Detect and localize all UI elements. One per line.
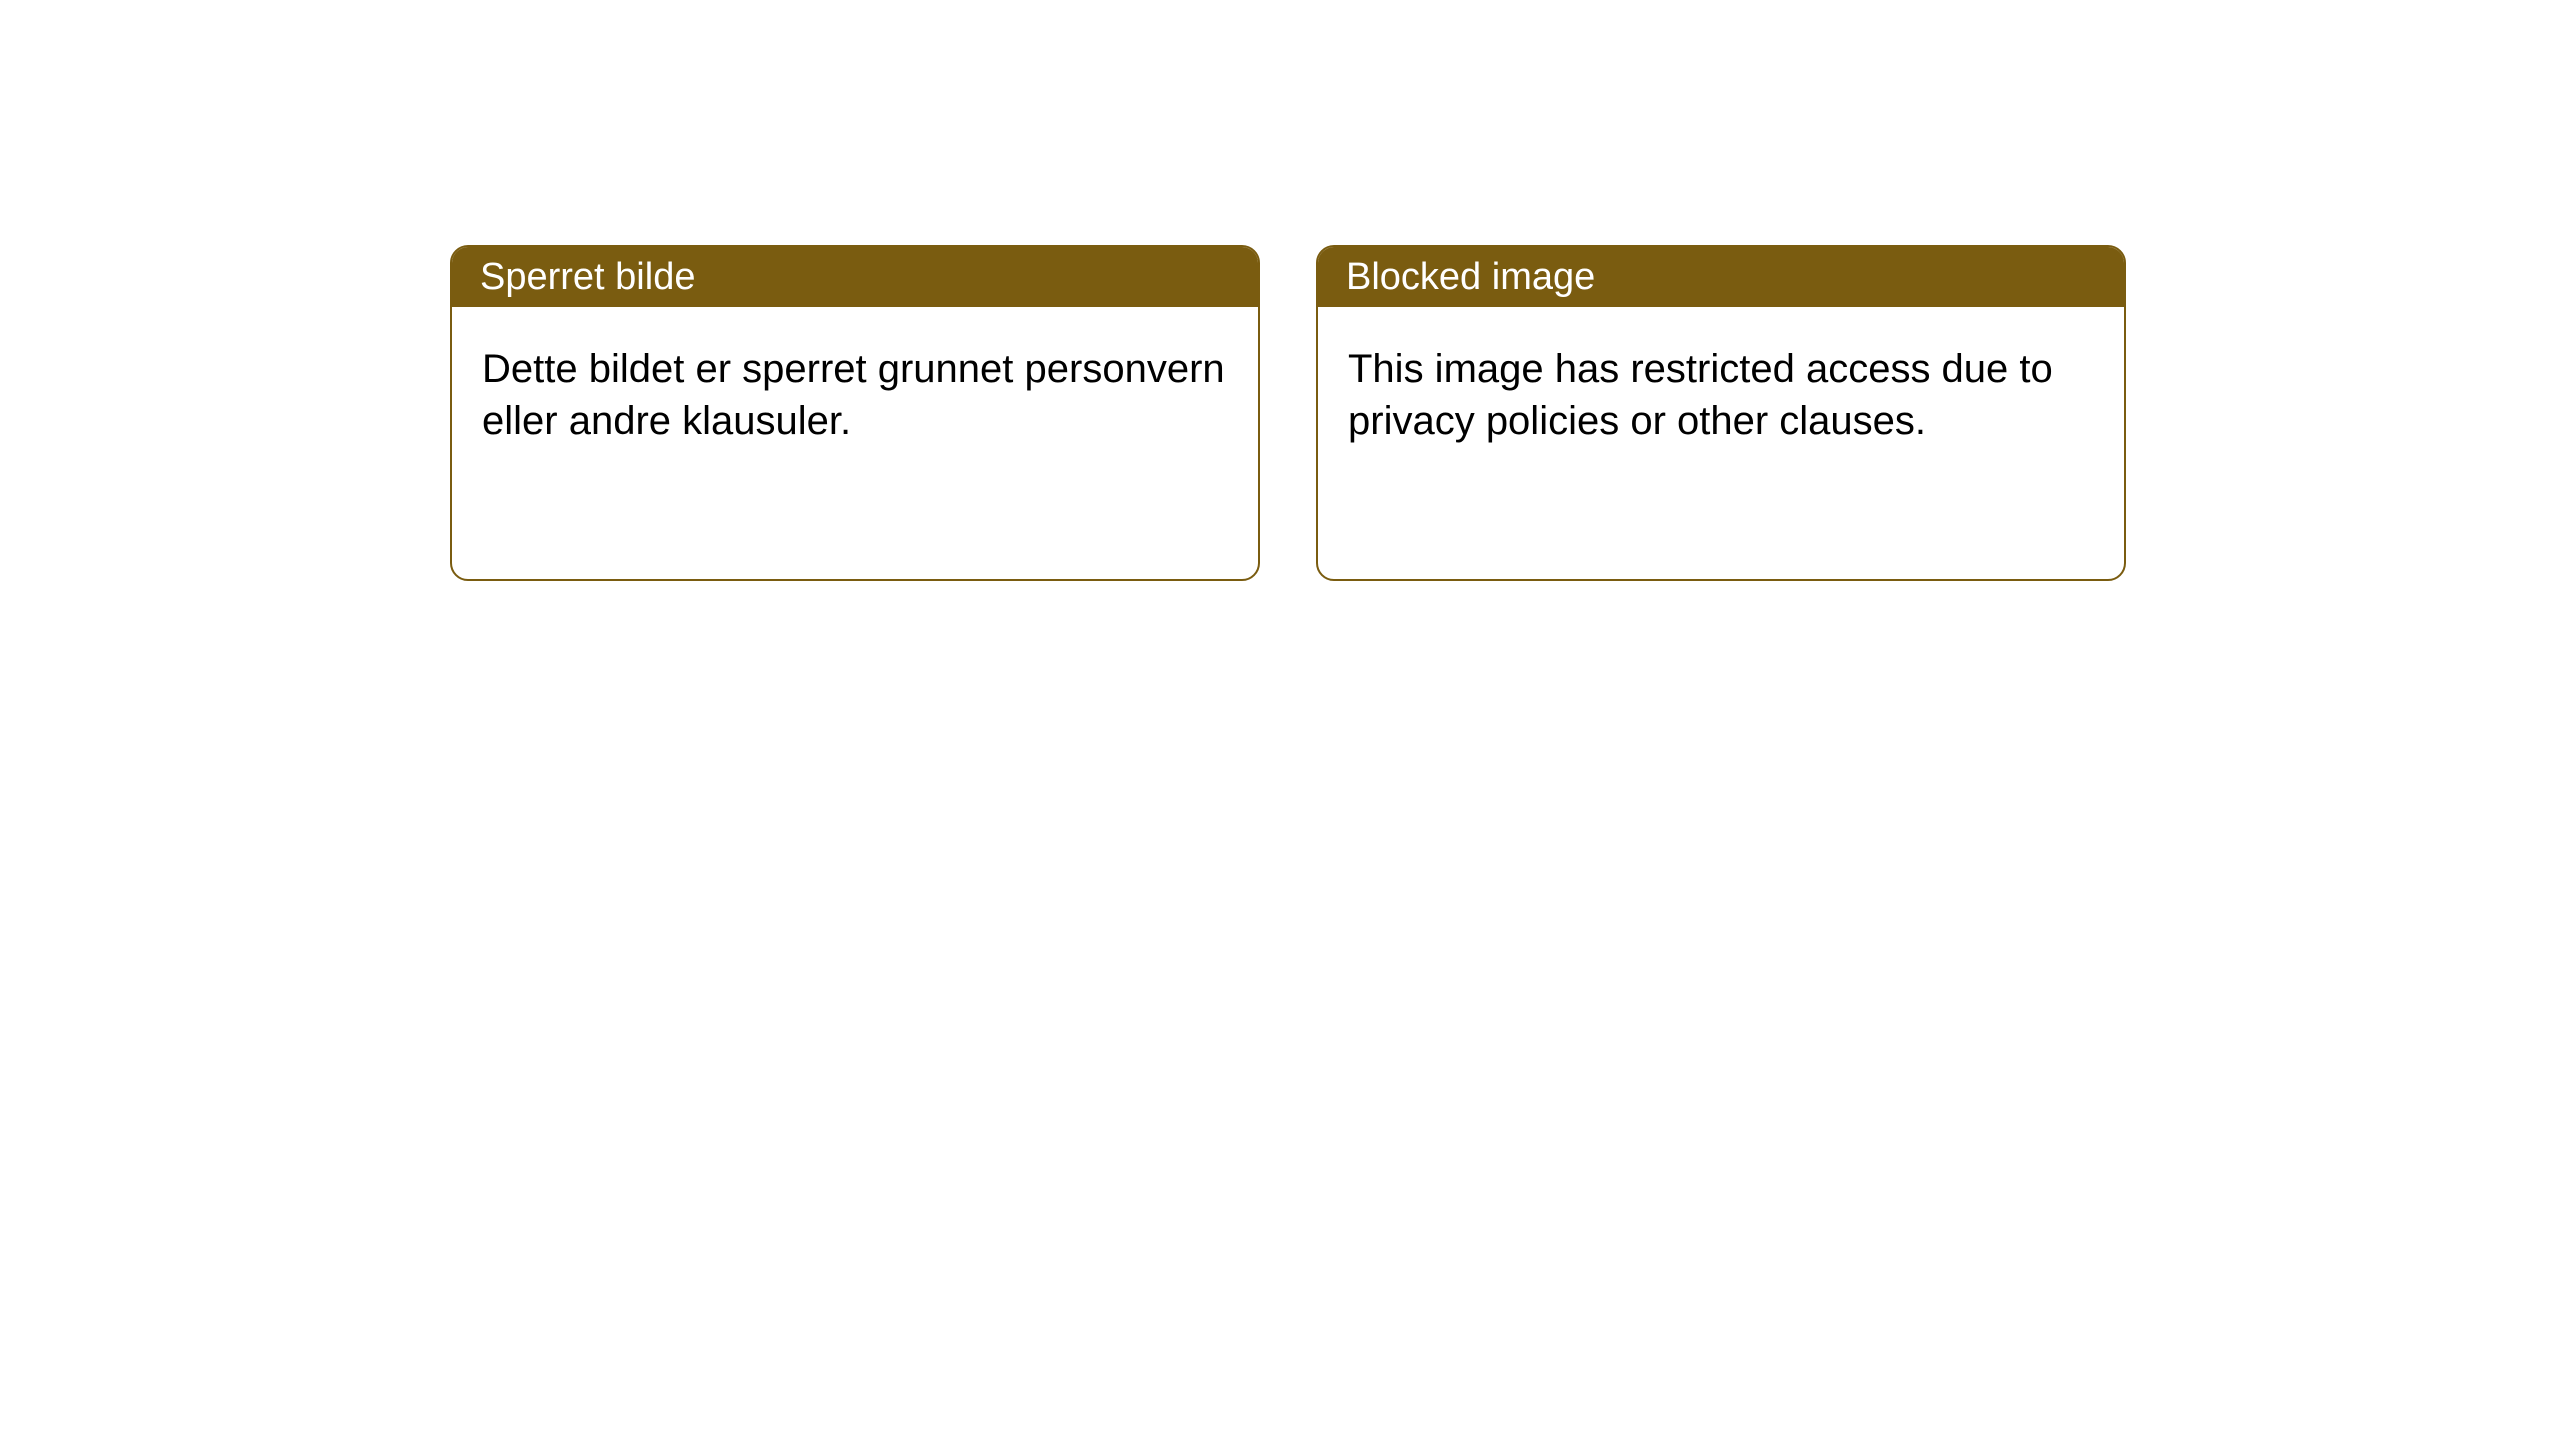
card-body-text: Dette bildet er sperret grunnet personve… bbox=[482, 347, 1225, 443]
card-body-text: This image has restricted access due to … bbox=[1348, 347, 2053, 443]
card-title: Blocked image bbox=[1346, 256, 1595, 299]
card-header: Blocked image bbox=[1318, 247, 2124, 307]
card-body: This image has restricted access due to … bbox=[1318, 307, 2124, 483]
card-title: Sperret bilde bbox=[480, 256, 695, 299]
card-body: Dette bildet er sperret grunnet personve… bbox=[452, 307, 1258, 483]
notice-cards-container: Sperret bilde Dette bildet er sperret gr… bbox=[0, 0, 2560, 581]
card-header: Sperret bilde bbox=[452, 247, 1258, 307]
notice-card-english: Blocked image This image has restricted … bbox=[1316, 245, 2126, 581]
notice-card-norwegian: Sperret bilde Dette bildet er sperret gr… bbox=[450, 245, 1260, 581]
